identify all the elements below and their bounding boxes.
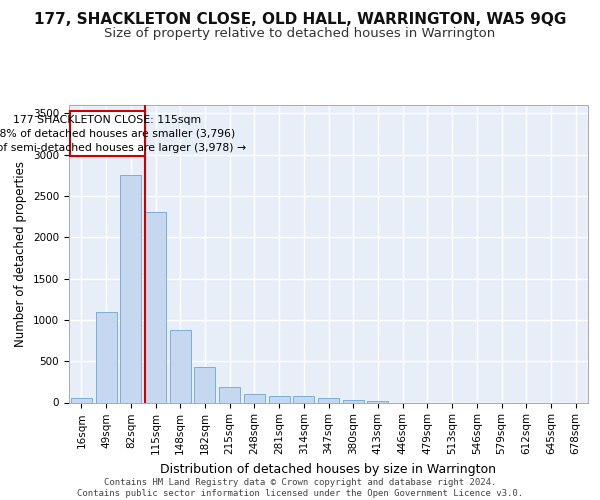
Bar	[367, 401, 388, 402]
Bar	[194, 367, 215, 402]
Text: 177, SHACKLETON CLOSE, OLD HALL, WARRINGTON, WA5 9QG: 177, SHACKLETON CLOSE, OLD HALL, WARRING…	[34, 12, 566, 28]
Bar	[71, 398, 92, 402]
Text: 177 SHACKLETON CLOSE: 115sqm
← 48% of detached houses are smaller (3,796)
51% of: 177 SHACKLETON CLOSE: 115sqm ← 48% of de…	[0, 114, 246, 152]
FancyBboxPatch shape	[70, 111, 145, 156]
Text: Size of property relative to detached houses in Warrington: Size of property relative to detached ho…	[104, 28, 496, 40]
Bar	[244, 394, 265, 402]
Bar	[269, 396, 290, 402]
Bar	[293, 396, 314, 402]
Bar	[318, 398, 339, 402]
Bar	[145, 212, 166, 402]
X-axis label: Distribution of detached houses by size in Warrington: Distribution of detached houses by size …	[161, 462, 497, 475]
Bar	[170, 330, 191, 402]
Text: Contains HM Land Registry data © Crown copyright and database right 2024.
Contai: Contains HM Land Registry data © Crown c…	[77, 478, 523, 498]
Bar	[219, 387, 240, 402]
Bar	[343, 400, 364, 402]
Bar	[120, 175, 141, 402]
Bar	[95, 312, 116, 402]
Y-axis label: Number of detached properties: Number of detached properties	[14, 161, 28, 347]
